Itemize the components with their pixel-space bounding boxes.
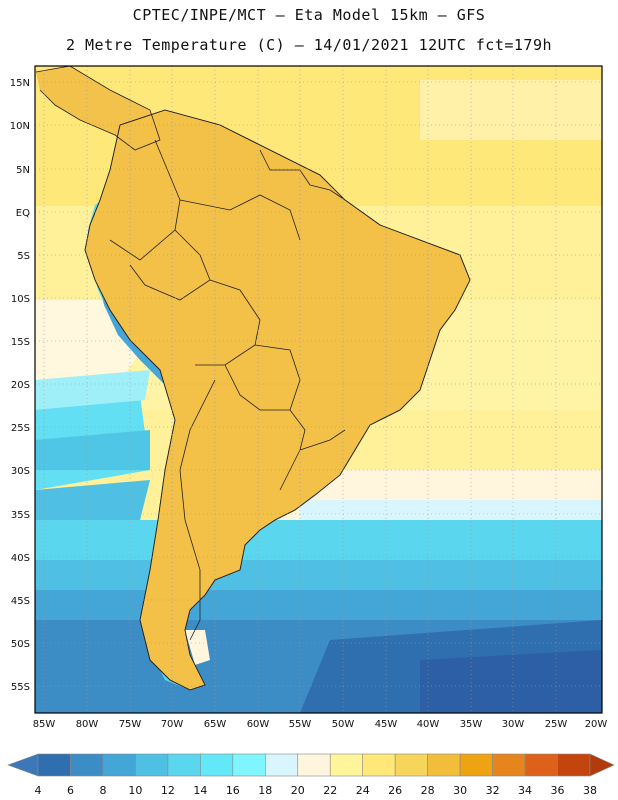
colorbar-swatch [200, 753, 234, 777]
colorbar-swatch [427, 753, 461, 777]
map-frame [34, 65, 603, 714]
lat-label: 5S [17, 251, 30, 262]
lat-label: 45S [11, 596, 30, 607]
colorbar-label: 14 [193, 784, 207, 797]
colorbar-swatch [394, 753, 428, 777]
lat-label: 55S [11, 682, 30, 693]
lon-label: 65W [204, 719, 227, 730]
lat-label: 50S [11, 639, 30, 650]
lat-label: 15N [10, 78, 30, 89]
longitude-labels: 85W 80W 75W 70W 65W 60W 55W 50W 45W 40W … [33, 719, 608, 730]
colorbar-label: 30 [453, 784, 467, 797]
map-title-line2: 2 Metre Temperature (C) – 14/01/2021 12U… [65, 36, 553, 54]
colorbar-swatch [329, 753, 364, 777]
lat-label: 30S [11, 466, 30, 477]
colorbar-label: 12 [161, 784, 175, 797]
lon-label: 55W [289, 719, 312, 730]
colorbar-label: 36 [551, 784, 565, 797]
lat-label: 40S [11, 553, 30, 564]
colorbar-label: 34 [518, 784, 532, 797]
colorbar: 4 6 8 10 12 14 16 18 20 22 24 26 28 30 32 34 36 38 [7, 753, 615, 797]
colorbar-label: 20 [291, 784, 305, 797]
colorbar-label: 24 [356, 784, 370, 797]
lon-label: 60W [247, 719, 270, 730]
colorbar-swatch [362, 753, 396, 777]
colorbar-label: 8 [99, 784, 106, 797]
colorbar-label: 38 [583, 784, 597, 797]
lon-label: 80W [76, 719, 99, 730]
colorbar-swatch [264, 753, 299, 777]
colorbar-swatch [297, 753, 331, 777]
lon-label: 75W [119, 719, 142, 730]
lat-label: 20S [11, 380, 30, 391]
lat-label: 25S [11, 423, 30, 434]
colorbar-swatch [135, 753, 169, 777]
colorbar-label: 4 [35, 784, 42, 797]
colorbar-label: 22 [323, 784, 337, 797]
lat-label: 10N [10, 121, 30, 132]
colorbar-label: 26 [388, 784, 402, 797]
map-title-line1: CPTEC/INPE/MCT – Eta Model 15km – GFS [132, 6, 486, 24]
lon-label: 50W [332, 719, 355, 730]
lat-label: 10S [11, 294, 30, 305]
lat-label: 5N [16, 165, 30, 176]
lon-label: 85W [33, 719, 56, 730]
colorbar-swatch [557, 753, 591, 777]
lon-label: 70W [161, 719, 184, 730]
lon-label: 20W [585, 719, 608, 730]
colorbar-swatch [102, 753, 136, 777]
latitude-labels: 15N 10N 5N EQ 5S 10S 15S 20S 25S 30S 35S… [10, 78, 30, 693]
colorbar-label: 18 [258, 784, 272, 797]
colorbar-label: 10 [128, 784, 142, 797]
colorbar-label: 6 [67, 784, 74, 797]
lat-label: EQ [16, 208, 30, 219]
colorbar-swatch [167, 753, 201, 777]
lon-label: 30W [502, 719, 525, 730]
map-panel [35, 66, 602, 713]
lon-label: 35W [460, 719, 483, 730]
lat-label: 15S [11, 337, 30, 348]
colorbar-swatch [459, 753, 493, 777]
colorbar-swatch [37, 753, 71, 777]
lon-label: 45W [375, 719, 398, 730]
colorbar-label: 32 [486, 784, 500, 797]
colorbar-arrow-low [7, 753, 39, 777]
lon-label: 25W [545, 719, 568, 730]
colorbar-swatch [232, 753, 266, 777]
colorbar-label: 16 [226, 784, 240, 797]
colorbar-swatch [70, 753, 104, 777]
lon-label: 40W [417, 719, 440, 730]
colorbar-swatch [492, 753, 526, 777]
colorbar-arrow-high [589, 753, 615, 777]
lat-label: 35S [11, 510, 30, 521]
colorbar-swatch [524, 753, 558, 777]
colorbar-label: 28 [421, 784, 435, 797]
